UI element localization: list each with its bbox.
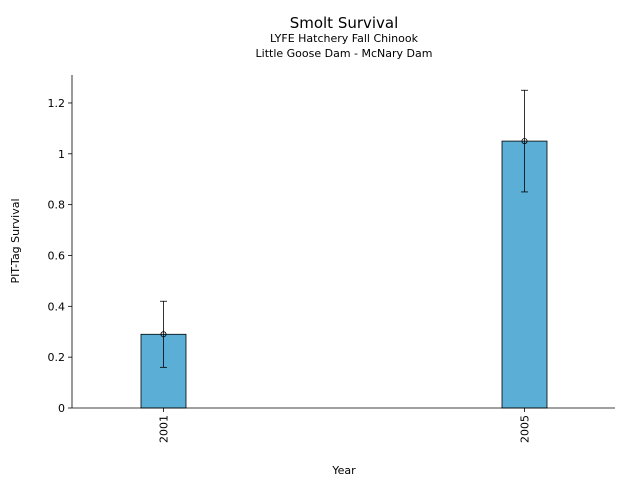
chart-subtitle-line-2: Little Goose Dam - McNary Dam	[256, 47, 433, 60]
chart-title: Smolt Survival	[290, 14, 399, 32]
y-tick-label-1.2: 1.2	[48, 97, 66, 110]
y-tick-label-0.8: 0.8	[48, 199, 66, 212]
x-tick-label-2005: 2005	[519, 415, 532, 443]
y-tick-label-0: 0	[58, 402, 65, 415]
y-axis-label: PIT-Tag Survival	[9, 198, 22, 283]
plot-area: 0 0.2 0.4 0.6 0.8 1 1.2 2001 2005	[48, 75, 615, 443]
y-tick-label-0.6: 0.6	[48, 249, 66, 262]
marker-2005	[521, 138, 528, 145]
chart-subtitle-line-1: LYFE Hatchery Fall Chinook	[270, 32, 419, 45]
marker-2001	[160, 331, 167, 338]
y-tick-label-0.4: 0.4	[48, 300, 66, 313]
y-tick-label-0.2: 0.2	[48, 351, 66, 364]
y-tick-label-1: 1	[58, 148, 65, 161]
x-axis-label: Year	[331, 464, 356, 477]
x-tick-label-2001: 2001	[158, 415, 171, 443]
